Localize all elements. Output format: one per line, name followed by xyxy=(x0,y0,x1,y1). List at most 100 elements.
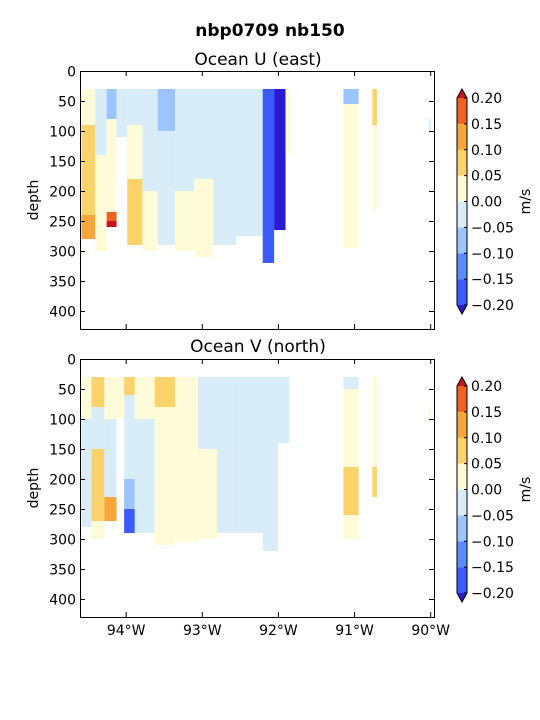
y-tick-label: 400 xyxy=(49,593,76,609)
y-tick-label: 350 xyxy=(49,563,76,579)
heatmap-cell xyxy=(274,89,286,149)
panel-title-v: Ocean V (north) xyxy=(190,337,326,357)
heatmap-cell xyxy=(124,509,135,533)
y-tick-label: 100 xyxy=(49,413,76,429)
heatmap-cell xyxy=(124,377,135,395)
heatmap-cell xyxy=(127,179,143,245)
heatmap-cell xyxy=(217,431,240,533)
heatmap-cell xyxy=(277,377,290,443)
colorbar-segment xyxy=(457,253,467,280)
heatmap-cell xyxy=(127,89,143,125)
colorbar-segment xyxy=(457,98,467,124)
colorbar-extend-under xyxy=(457,593,467,602)
heatmap-cell xyxy=(262,437,278,551)
colorbar-v: 0.20 0.15 0.10 0.05 0.00 −0.05 −0.10 −0.15 −0.20 xyxy=(456,375,514,604)
y-axis-label-v: depth xyxy=(26,468,42,509)
heatmap-cell xyxy=(198,449,218,539)
y-tick-label: 250 xyxy=(49,215,76,231)
y-axis-u: 0 50 100 150 200 250 300 350 400 xyxy=(49,65,434,321)
y-tick-label: 400 xyxy=(49,305,76,321)
heatmap-cell xyxy=(142,191,158,251)
x-tick-label: 94°W xyxy=(107,623,146,639)
heatmap-v xyxy=(81,377,431,551)
heatmap-cell xyxy=(239,377,263,419)
heatmap-cell xyxy=(134,377,155,419)
colorbar-segment xyxy=(457,489,467,516)
heatmap-cell xyxy=(372,125,377,209)
panel-title-u: Ocean U (east) xyxy=(194,50,321,70)
colorbar-tick-label: −0.20 xyxy=(471,298,514,314)
y-tick-label: 50 xyxy=(58,383,76,399)
colorbar-segment xyxy=(457,567,467,594)
heatmap-cell xyxy=(198,377,218,449)
x-axis-v: 94°W 93°W 92°W 91°W 90°W xyxy=(107,359,450,639)
heatmap-cell xyxy=(285,89,290,155)
heatmap-cell xyxy=(175,491,198,542)
colorbar-segment xyxy=(457,227,467,254)
heatmap-cell xyxy=(106,89,117,119)
x-tick-label: 90°W xyxy=(411,623,450,639)
heatmap-cell xyxy=(95,155,107,251)
colorbar-tick-label: −0.20 xyxy=(471,586,514,602)
colorbar-tick-label: 0.00 xyxy=(471,483,502,499)
heatmap-cell xyxy=(262,377,278,437)
y-tick-label: 150 xyxy=(49,443,76,459)
x-axis-u xyxy=(125,71,432,329)
heatmap-cell xyxy=(106,221,117,227)
colorbar-segment xyxy=(457,149,467,176)
heatmap-cell xyxy=(81,215,96,239)
heatmap-cell xyxy=(428,407,431,419)
heatmap-cell xyxy=(213,89,237,137)
heatmap-cell xyxy=(194,179,214,257)
heatmap-cell xyxy=(213,137,237,245)
heatmap-cell xyxy=(343,104,359,248)
colorbar-extend-over xyxy=(457,89,467,98)
colorbar-tick-label: 0.15 xyxy=(471,117,502,133)
heatmap-cell xyxy=(91,449,105,521)
heatmap-cell xyxy=(104,497,117,521)
heatmap-cell xyxy=(194,89,214,179)
heatmap-cell xyxy=(274,149,286,230)
heatmap-cell xyxy=(157,131,176,245)
y-tick-label: 0 xyxy=(67,65,76,81)
x-tick-label: 92°W xyxy=(259,623,298,639)
colorbar-segment xyxy=(457,515,467,542)
colorbar-tick-label: −0.15 xyxy=(471,272,514,288)
heatmap-u xyxy=(81,89,431,263)
plot-frame-u xyxy=(80,71,435,330)
colorbar-segment xyxy=(457,279,467,306)
colorbar-tick-label: 0.10 xyxy=(471,431,502,447)
heatmap-cell xyxy=(343,467,359,515)
heatmap-cell xyxy=(175,89,195,191)
heatmap-cell xyxy=(343,515,359,539)
heatmap-cell xyxy=(154,407,176,545)
x-tick-label: 93°W xyxy=(183,623,222,639)
heatmap-cell xyxy=(239,419,263,533)
heatmap-cell xyxy=(372,467,377,497)
colorbar-segment xyxy=(457,201,467,228)
x-tick-label: 91°W xyxy=(335,623,374,639)
colorbar-segment xyxy=(457,123,467,150)
colorbar-segment xyxy=(457,411,467,438)
colorbar-extend-over xyxy=(457,377,467,386)
y-tick-label: 200 xyxy=(49,473,76,489)
heatmap-cell xyxy=(124,479,135,509)
colorbar-tick-label: 0.15 xyxy=(471,405,502,421)
heatmap-cell xyxy=(81,89,96,125)
heatmap-cell xyxy=(134,419,155,533)
y-axis-v: 0 50 100 150 200 250 300 350 400 xyxy=(49,353,434,609)
heatmap-cell xyxy=(104,377,117,419)
y-tick-label: 300 xyxy=(49,245,76,261)
colorbar-tick-label: −0.05 xyxy=(471,220,514,236)
heatmap-cell xyxy=(236,161,263,236)
heatmap-cell xyxy=(372,89,377,125)
colorbar-tick-label: 0.10 xyxy=(471,143,502,159)
heatmap-cell xyxy=(428,119,431,131)
plot-frame-v xyxy=(80,359,435,618)
panel-ocean-u: Ocean U (east) 050100150200250300350400 … xyxy=(26,50,534,330)
heatmap-cell xyxy=(262,89,275,125)
y-tick-label: 300 xyxy=(49,533,76,549)
y-tick-label: 200 xyxy=(49,185,76,201)
heatmap-cell xyxy=(116,89,128,137)
